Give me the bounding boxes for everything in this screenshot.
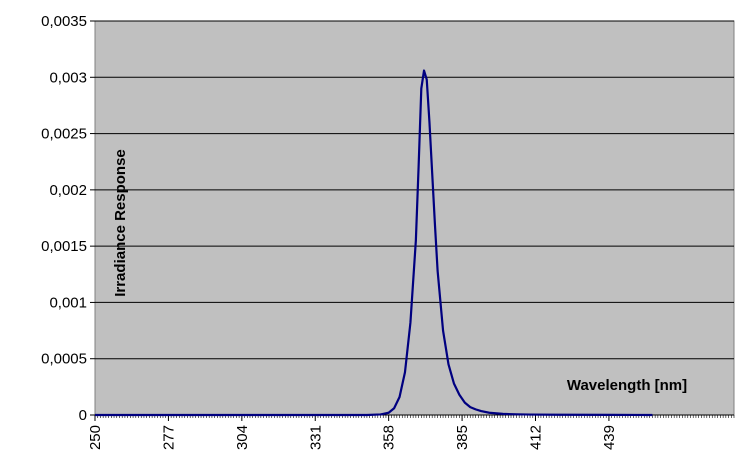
x-tick-label: 412 (528, 425, 545, 450)
x-tick-label: 439 (601, 425, 618, 450)
grid-lines (95, 20, 734, 416)
y-tick-label: 0 (79, 407, 87, 424)
x-axis-label: Wavelength [nm] (567, 377, 687, 394)
x-tick-label: 385 (454, 425, 471, 450)
y-tick-label: 0,002 (49, 182, 87, 199)
series-line (95, 69, 653, 417)
x-tick-label: 358 (381, 425, 398, 450)
y-tick-label: 0,0005 (41, 351, 87, 368)
y-tick-label: 0,001 (49, 294, 87, 311)
x-tick-label: 304 (234, 425, 251, 450)
x-tick-label: 277 (160, 425, 177, 450)
x-tick-label: 331 (307, 425, 324, 450)
plot-area (94, 20, 735, 416)
y-tick-label: 0,0025 (41, 126, 87, 143)
y-axis-ticks: 0 0,0005 0,001 0,0015 0,002 0,0025 0,003 0,0035 (41, 13, 95, 424)
y-tick-label: 0,003 (49, 69, 87, 86)
y-tick-label: 0,0015 (41, 238, 87, 255)
y-tick-label: 0,0035 (41, 13, 87, 30)
y-axis-label: Irradiance Response (112, 149, 129, 297)
x-axis-ticks: 250 277 304 331 358 385 412 439 (87, 414, 735, 450)
x-tick-label: 250 (87, 425, 104, 450)
